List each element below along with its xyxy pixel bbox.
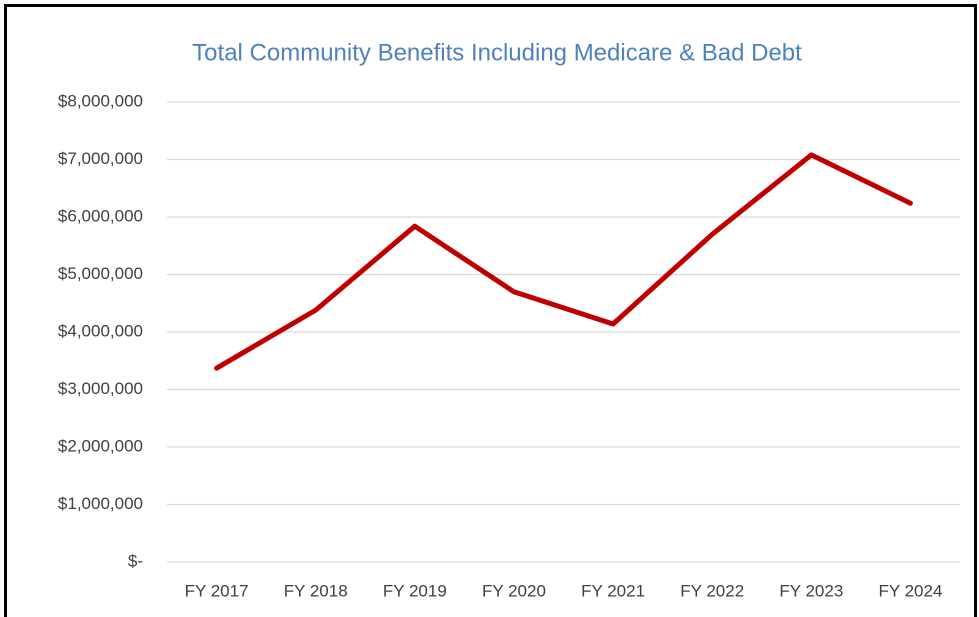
x-tick-label: FY 2018	[284, 581, 348, 600]
y-tick-label: $2,000,000	[58, 436, 143, 455]
y-tick-label: $3,000,000	[58, 379, 143, 398]
x-tick-label: FY 2021	[581, 581, 645, 600]
chart-title: Total Community Benefits Including Medic…	[192, 39, 802, 66]
y-tick-label: $1,000,000	[58, 494, 143, 513]
x-tick-label: FY 2020	[482, 581, 546, 600]
data-line	[214, 152, 913, 371]
chart-frame	[4, 4, 977, 617]
y-tick-label: $6,000,000	[58, 206, 143, 225]
y-tick-label: $5,000,000	[58, 264, 143, 283]
y-tick-label: $4,000,000	[58, 321, 143, 340]
x-tick-label: FY 2022	[680, 581, 744, 600]
x-tick-label: FY 2023	[779, 581, 843, 600]
x-tick-label: FY 2019	[383, 581, 447, 600]
y-tick-label: $-	[128, 551, 143, 570]
y-tick-label: $7,000,000	[58, 149, 143, 168]
x-tick-label: FY 2024	[878, 581, 942, 600]
x-tick-label: FY 2017	[185, 581, 249, 600]
y-tick-label: $8,000,000	[58, 91, 143, 110]
